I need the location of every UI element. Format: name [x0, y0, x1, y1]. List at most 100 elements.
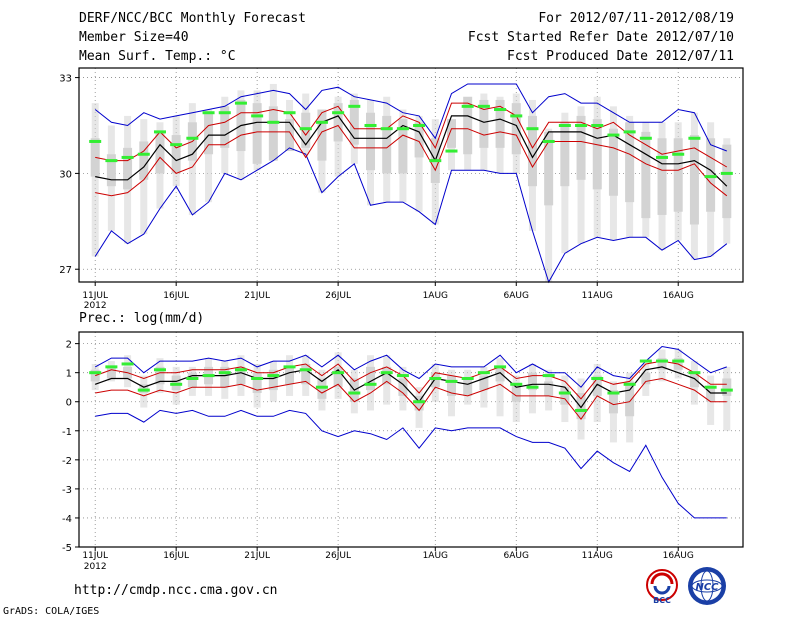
whisker-bar [415, 115, 423, 212]
quartile-box [722, 144, 732, 219]
quartile-box [576, 393, 586, 420]
quartile-box [349, 99, 359, 145]
quartile-box [252, 103, 262, 164]
x-tick-label: 11AUG [582, 551, 613, 561]
median-mark [607, 391, 620, 395]
quartile-box [171, 135, 181, 174]
median-mark [494, 365, 507, 369]
quartile-box [511, 384, 521, 402]
year-label: 2012 [84, 562, 107, 572]
median-mark [267, 374, 280, 378]
x-tick-label: 16AUG [663, 291, 694, 301]
median-mark [299, 368, 312, 372]
quartile-box [139, 141, 149, 180]
quartile-box [398, 378, 408, 396]
quartile-box [592, 119, 602, 190]
median-mark [186, 136, 199, 140]
median-mark [510, 114, 523, 118]
median-mark [202, 374, 215, 378]
median-mark [380, 127, 393, 131]
plot-frame [78, 331, 744, 548]
median-mark [526, 127, 539, 131]
quartile-box [285, 119, 295, 152]
quartile-box [689, 372, 699, 388]
quartile-box [106, 154, 116, 187]
quartile-box [236, 366, 246, 385]
whisker-bar [91, 103, 99, 257]
x-tick-label: 1AUG [423, 291, 448, 301]
quartile-box [366, 366, 376, 391]
median-mark [234, 101, 247, 105]
median-mark [364, 123, 377, 127]
x-tick-label: 6AUG [504, 551, 529, 561]
whisker-bar [205, 109, 213, 203]
y-tick-label: 30 [59, 169, 72, 180]
median-mark [623, 382, 636, 386]
quartile-box [220, 106, 230, 148]
quartile-box [252, 372, 262, 394]
median-mark [348, 104, 361, 108]
y-tick-label: 33 [59, 74, 72, 85]
ncc-logo-text: NCC [695, 582, 719, 593]
member-size-label: Member Size=40 [79, 30, 189, 45]
quartile-box [495, 366, 505, 382]
spread-lower-line [95, 124, 728, 197]
quartile-box [463, 378, 473, 396]
median-mark [137, 388, 150, 392]
quartile-box [155, 131, 165, 174]
median-mark [413, 123, 426, 127]
quartile-box [641, 372, 651, 385]
median-mark [153, 368, 166, 372]
median-mark [170, 143, 183, 147]
quartile-box [317, 109, 327, 161]
median-mark [672, 359, 685, 363]
median-mark [348, 391, 361, 395]
x-tick-label: 16AUG [663, 551, 694, 561]
quartile-box [446, 375, 456, 396]
median-mark [267, 120, 280, 124]
whisker-bar [447, 138, 455, 171]
median-mark [364, 382, 377, 386]
footer-url[interactable]: http://cmdp.ncc.cma.gov.cn [74, 583, 278, 598]
median-mark [672, 152, 685, 156]
envelope-lower-line [95, 409, 727, 519]
median-mark [332, 371, 345, 375]
median-mark [720, 171, 733, 175]
quartile-box [527, 372, 537, 391]
envelope-upper-line [94, 83, 727, 152]
quartile-box [544, 131, 554, 206]
median-mark [656, 359, 669, 363]
quartile-box [333, 103, 343, 142]
x-tick-label: 21JUL [244, 551, 270, 561]
x-tick-label: 16JUL [163, 291, 189, 301]
y-tick-label: 1 [66, 369, 72, 380]
median-mark [558, 391, 571, 395]
median-mark [429, 159, 442, 163]
median-mark [575, 408, 588, 412]
quartile-box [106, 366, 116, 379]
y-tick-label: -3 [62, 485, 72, 496]
plot-frame [78, 67, 744, 283]
median-mark [639, 136, 652, 140]
ncc-logo: NCC [688, 567, 726, 605]
x-tick-label: 11JUL [82, 551, 108, 561]
quartile-box [479, 99, 489, 148]
quartile-box [285, 366, 295, 385]
quartile-box [673, 138, 683, 212]
quartile-box [268, 106, 278, 161]
x-tick-label: 16JUL [163, 551, 189, 561]
median-mark [332, 111, 345, 115]
median-mark [89, 139, 102, 143]
spread-upper-line [95, 360, 727, 400]
median-mark [688, 136, 701, 140]
y-tick-label: 27 [59, 265, 72, 276]
quartile-box [576, 115, 586, 180]
median-mark [558, 123, 571, 127]
median-mark [105, 365, 118, 369]
median-mark [720, 388, 733, 392]
median-mark [396, 374, 409, 378]
quartile-box [204, 112, 214, 155]
year-label: 2012 [84, 301, 107, 311]
y-tick-label: 0 [66, 398, 72, 409]
quartile-box [366, 112, 376, 171]
